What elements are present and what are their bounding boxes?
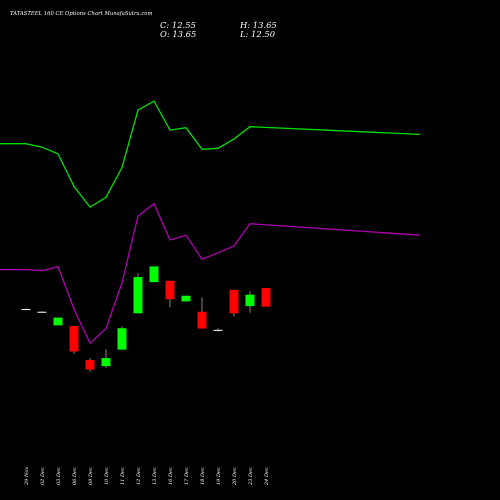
x-tick-label: 17 Dec: [184, 467, 190, 485]
candle-body: [165, 280, 175, 300]
candle-body: [21, 309, 31, 311]
x-tick-label: 06 Dec: [72, 467, 78, 485]
candle: [85, 357, 95, 372]
x-tick-label: 23 Dec: [248, 467, 254, 486]
candle-body: [85, 360, 95, 370]
candle: [133, 273, 143, 314]
x-tick-label: 10 Dec: [104, 467, 110, 485]
candle: [69, 326, 79, 354]
x-tick-label: 11 Dec: [120, 467, 126, 485]
low-value: L: 12.50: [240, 29, 276, 39]
indicator-lines: [0, 100, 421, 345]
x-tick-label: 20 Dec: [232, 467, 238, 486]
candle-body: [133, 277, 143, 314]
x-tick-label: 19 Dec: [216, 467, 222, 485]
x-tick-label: 24 Dec: [264, 467, 270, 486]
lower-indicator-line: [0, 202, 421, 345]
x-tick-label: 13 Dec: [152, 467, 158, 485]
open-value: O: 13.65: [160, 29, 197, 39]
candle: [117, 326, 127, 351]
x-tick-label: 29 Nov: [24, 467, 30, 486]
candle: [37, 311, 47, 313]
x-axis: 29 Nov 02 Dec 03 Dec 06 Dec 09 Dec 10 Dec 11 D…: [24, 467, 270, 486]
candle: [261, 288, 271, 307]
candle-body: [181, 295, 191, 302]
candle: [149, 266, 159, 283]
x-tick-label: 18 Dec: [200, 467, 206, 485]
high-value: H: 13.65: [240, 20, 277, 30]
x-tick-label: 16 Dec: [168, 467, 174, 485]
candle: [213, 328, 223, 332]
candle: [21, 308, 31, 311]
upper-indicator-line: [0, 100, 421, 209]
candle: [101, 349, 111, 368]
candle-body: [149, 266, 159, 283]
candle-body: [245, 294, 255, 307]
close-value: C: 12.55: [160, 20, 196, 30]
candles: [21, 266, 271, 372]
candle-body: [101, 358, 111, 367]
candle: [181, 295, 191, 302]
candle: [53, 317, 63, 326]
candle: [165, 280, 175, 308]
x-tick-label: 12 Dec: [136, 467, 142, 485]
candle-body: [261, 288, 271, 307]
candle-body: [197, 311, 207, 329]
candle-body: [229, 289, 239, 314]
candle-body: [37, 311, 47, 313]
chart-title: TATASTEEL 160 CE Options Chart MunafaSut…: [10, 11, 153, 17]
candle: [245, 291, 255, 313]
candle-body: [69, 326, 79, 352]
x-tick-label: 03 Dec: [56, 467, 62, 485]
candle: [229, 289, 239, 317]
x-tick-label: 09 Dec: [88, 467, 94, 485]
candle: [197, 297, 207, 329]
candle-body: [213, 329, 223, 331]
candle-body: [53, 317, 63, 326]
x-tick-label: 02 Dec: [40, 467, 46, 485]
candle-body: [117, 328, 127, 350]
